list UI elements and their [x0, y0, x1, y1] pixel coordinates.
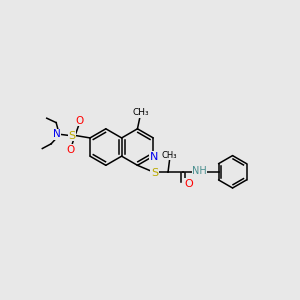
- Text: N: N: [53, 129, 61, 140]
- Text: CH₃: CH₃: [162, 151, 177, 160]
- Text: NH: NH: [192, 166, 207, 176]
- Text: CH₃: CH₃: [132, 108, 149, 117]
- Text: O: O: [184, 178, 193, 189]
- Text: S: S: [68, 130, 76, 141]
- Text: O: O: [67, 145, 75, 155]
- Text: S: S: [151, 168, 158, 178]
- Text: N: N: [150, 152, 158, 162]
- Text: O: O: [75, 116, 83, 126]
